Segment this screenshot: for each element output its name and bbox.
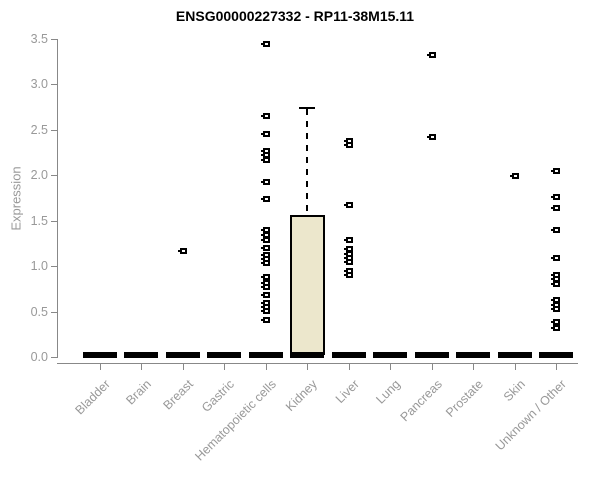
median-bar — [207, 352, 242, 359]
outlier-point — [550, 194, 560, 201]
outlier-point — [260, 178, 270, 185]
outlier-point — [260, 131, 270, 138]
outlier-point — [260, 259, 270, 266]
outlier-point — [260, 236, 270, 243]
outlier-point — [260, 274, 270, 281]
x-tick-mark — [307, 364, 309, 370]
y-tick-mark — [51, 266, 57, 268]
x-tick-mark — [390, 364, 392, 370]
outlier-point — [260, 226, 270, 233]
outlier-point — [343, 272, 353, 279]
outlier-point — [550, 318, 560, 325]
x-tick-mark — [265, 364, 267, 370]
median-bar — [497, 352, 532, 359]
y-tick-label: 2.0 — [30, 168, 48, 183]
x-tick-mark — [182, 364, 184, 370]
y-tick-mark — [51, 220, 57, 222]
outlier-point — [260, 317, 270, 323]
kidney-box — [289, 214, 325, 356]
median-bar — [331, 352, 366, 359]
y-tick-mark — [51, 84, 57, 86]
median-bar — [456, 352, 491, 359]
outlier-point — [260, 307, 270, 314]
median-bar — [373, 352, 408, 359]
outlier-point — [177, 247, 187, 254]
y-tick-label: 1.5 — [30, 213, 48, 228]
outlier-point — [260, 113, 270, 120]
x-axis-line — [57, 363, 578, 364]
y-axis-label: Expression — [8, 166, 24, 231]
y-tick-mark — [51, 311, 57, 313]
outlier-point — [260, 245, 270, 252]
y-tick-mark — [51, 357, 57, 359]
outlier-point — [550, 255, 560, 262]
x-tick-mark — [555, 364, 557, 370]
median-bar — [83, 352, 117, 359]
outlier-point — [343, 201, 353, 208]
y-tick-label: 2.5 — [30, 122, 48, 137]
outlier-point — [550, 167, 560, 174]
whisker-cap — [299, 107, 316, 110]
outlier-point — [260, 284, 270, 291]
median-bar — [414, 352, 449, 359]
y-tick-label: 0.5 — [30, 304, 48, 319]
x-tick-mark — [473, 364, 475, 370]
x-tick-mark — [514, 364, 516, 370]
y-tick-label: 0.0 — [30, 350, 48, 365]
y-axis-line — [57, 39, 58, 359]
outlier-point — [343, 236, 353, 243]
outlier-point — [260, 292, 270, 299]
outlier-point — [550, 306, 560, 313]
outlier-point — [550, 205, 560, 212]
outlier-point — [343, 142, 353, 149]
x-tick-mark — [348, 364, 350, 370]
outlier-point — [550, 226, 560, 233]
median-bar — [124, 352, 159, 359]
y-tick-mark — [51, 129, 57, 131]
outlier-point — [260, 40, 270, 47]
outlier-point — [550, 280, 560, 287]
outlier-point — [550, 325, 560, 332]
y-tick-label: 1.0 — [30, 259, 48, 274]
median-bar — [248, 352, 283, 359]
median-bar — [538, 352, 573, 359]
y-tick-mark — [51, 39, 57, 40]
outlier-point — [426, 52, 436, 59]
y-tick-mark — [51, 175, 57, 177]
outlier-point — [426, 134, 436, 141]
median-bar — [290, 352, 325, 359]
x-tick-mark — [431, 364, 433, 370]
outlier-point — [509, 173, 519, 180]
chart-title: ENSG00000227332 - RP11-38M15.11 — [175, 8, 415, 24]
x-tick-mark — [100, 364, 101, 370]
outlier-point — [260, 156, 270, 163]
y-tick-label: 3.5 — [30, 32, 48, 46]
median-bar — [165, 352, 200, 359]
outlier-point — [343, 258, 353, 265]
x-tick-mark — [224, 364, 226, 370]
x-tick-mark — [141, 364, 143, 370]
outlier-point — [260, 196, 270, 203]
upper-whisker — [306, 109, 309, 213]
y-tick-label: 3.0 — [30, 77, 48, 92]
